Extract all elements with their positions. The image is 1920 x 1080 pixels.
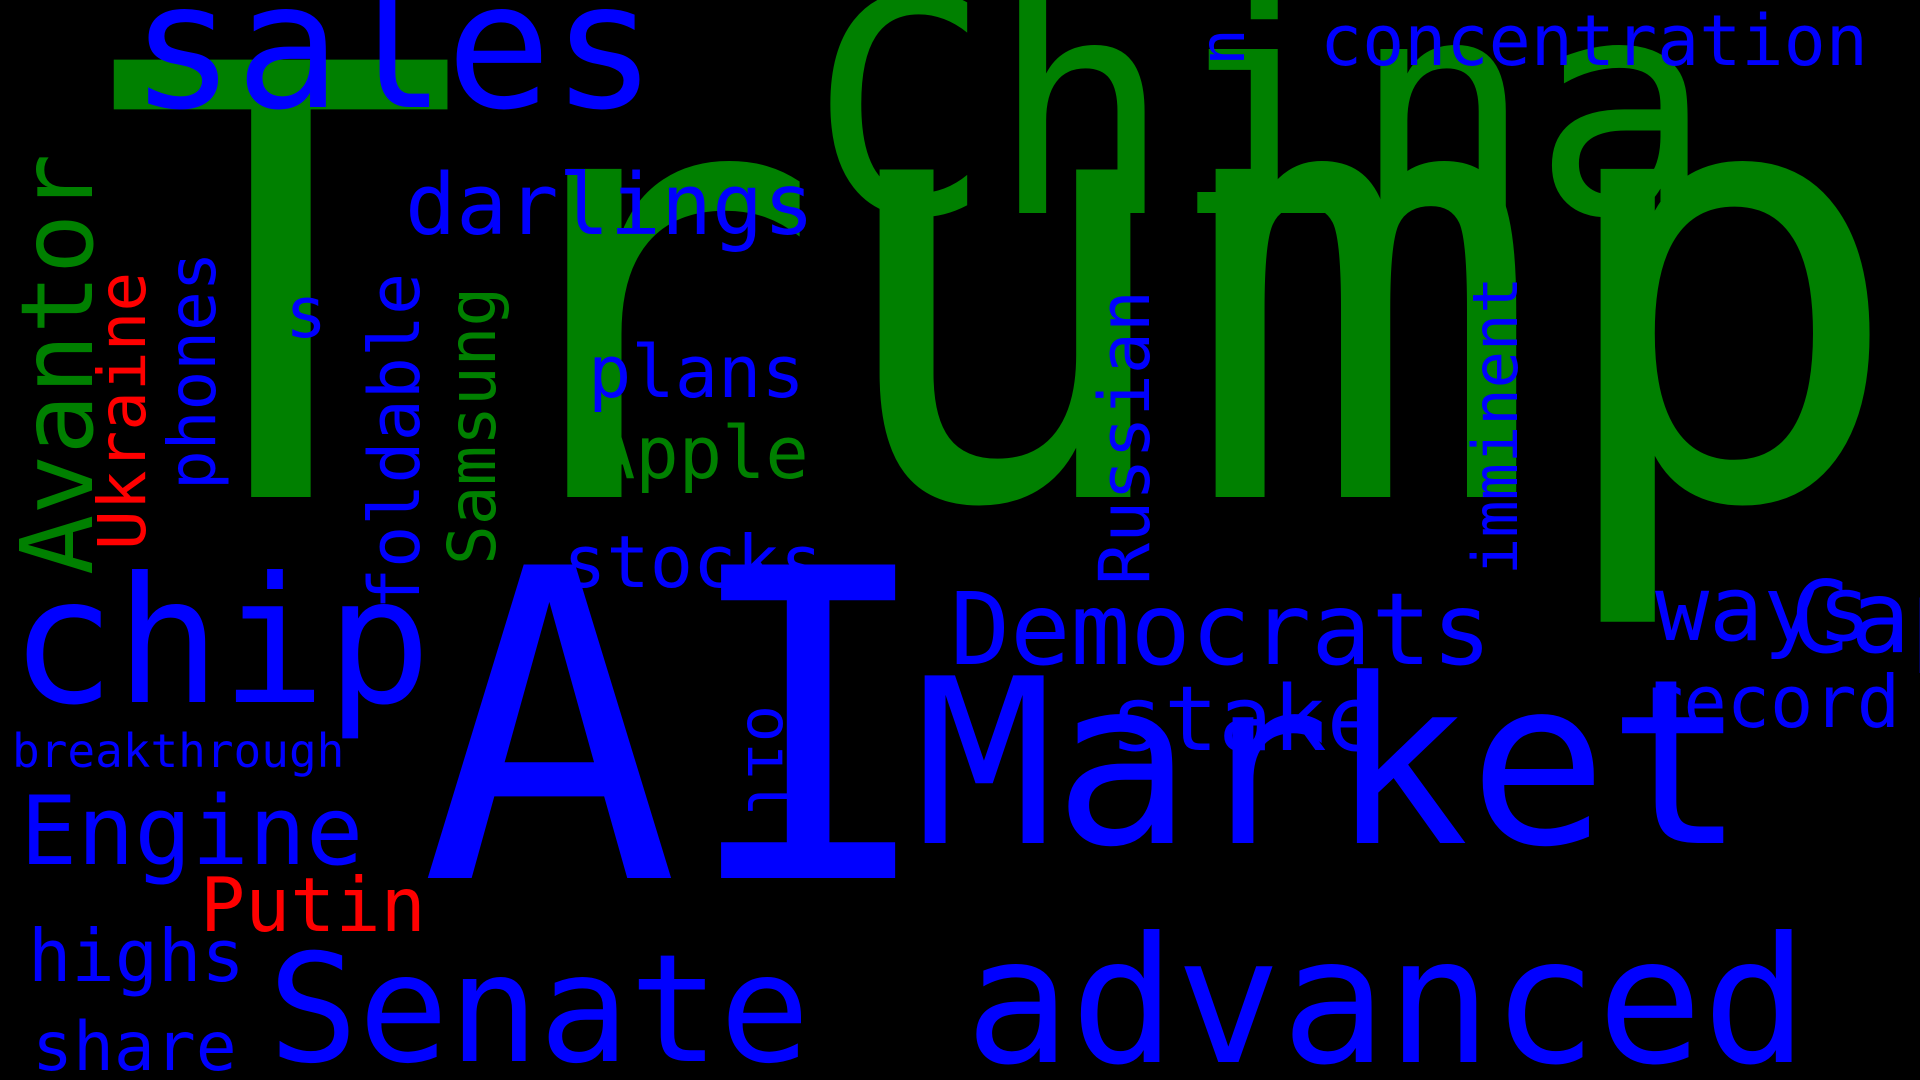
word-highs: highs: [28, 914, 245, 998]
word-market: Market: [915, 631, 1746, 898]
word-share: share: [32, 1008, 237, 1080]
word-u: u: [1195, 28, 1268, 66]
word-darlings: darlings: [405, 156, 815, 255]
word-russian: Russian: [1084, 289, 1166, 585]
word-chip: chip: [10, 541, 432, 744]
word-advanced: advanced: [965, 901, 1808, 1080]
word-imminent: imminent: [1459, 276, 1532, 575]
word-democrats: Democrats: [950, 571, 1492, 688]
word-china: China: [810, 0, 1714, 284]
word-samsung: Samsung: [434, 286, 511, 565]
word-ai: AI: [420, 480, 938, 980]
word-breakthrough: breakthrough: [12, 724, 345, 778]
word-stake: stake: [1110, 667, 1381, 772]
word-phones: phones: [154, 251, 231, 490]
word-stocks: stocks: [563, 520, 824, 604]
word-foldable: foldable: [354, 272, 436, 610]
word-trump: Trump: [100, 0, 1907, 639]
word-capital: Capital: [1790, 559, 1920, 676]
word-senate: Senate: [268, 923, 810, 1080]
word-engine: Engine: [20, 777, 364, 887]
word-ways: ways: [1655, 557, 1872, 662]
word-ukraine: Ukraine: [84, 271, 161, 550]
word-record: record: [1640, 660, 1901, 744]
word-oil: oil: [733, 705, 806, 817]
word-plans: plans: [588, 330, 805, 414]
word-s: s: [285, 272, 328, 354]
word-putin: Putin: [200, 861, 426, 949]
word-sales: sales: [130, 0, 657, 149]
word-concentration: concentration: [1320, 0, 1868, 82]
word-apple: Apple: [592, 411, 809, 495]
